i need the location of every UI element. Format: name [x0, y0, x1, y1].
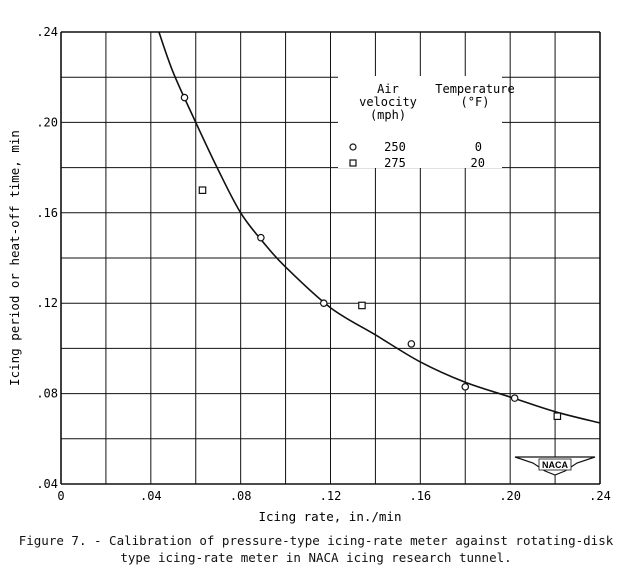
x-tick-label: .04	[140, 489, 162, 503]
naca-logo-text: NACA	[542, 460, 568, 470]
legend-circle-marker	[349, 143, 357, 151]
x-axis-label: Icing rate, in./min	[259, 509, 402, 524]
data-point-circle	[319, 299, 328, 308]
y-tick-label: .20	[36, 115, 58, 129]
grid	[60, 31, 601, 485]
y-tick-label: .16	[36, 206, 58, 220]
legend-square-marker	[349, 159, 357, 167]
legend-background	[338, 76, 502, 168]
legend-temperature-header-2: (°F)	[461, 95, 490, 109]
data-point-square	[358, 301, 366, 310]
x-tick-label: .24	[589, 489, 611, 503]
x-tick-label: .08	[230, 489, 252, 503]
data-point-circle	[461, 383, 470, 391]
legend-velocity-header-1: Air	[377, 82, 399, 96]
caption-line-2: type icing-rate meter in NACA icing rese…	[120, 550, 512, 565]
fit-curve-group	[158, 31, 601, 424]
legend-velocity-1: 250	[384, 140, 406, 154]
naca-logo: NACA	[514, 456, 596, 476]
fit-curve	[158, 31, 601, 424]
data-point-circle	[407, 340, 416, 348]
y-tick-label: .04	[36, 477, 58, 491]
data-point-circle	[257, 233, 265, 242]
caption-line-1: Figure 7. - Calibration of pressure-type…	[18, 533, 614, 548]
y-tick-label: .24	[36, 25, 58, 39]
data-point-circle	[180, 93, 189, 102]
y-axis-label: Icing period or heat-off time, min	[7, 130, 22, 386]
legend-velocity-header-2: velocity	[359, 95, 417, 109]
x-tick-label: .16	[409, 489, 431, 503]
legend-velocity-header-3: (mph)	[370, 108, 406, 122]
data-point-square	[553, 412, 562, 421]
data-point-square	[198, 186, 207, 195]
legend-temperature-1: 0	[475, 140, 482, 154]
x-tick-label: .12	[320, 489, 342, 503]
tick-labels: 0.04.08.12.16.20.24.04.08.12.16.20.24	[36, 25, 611, 503]
legend: Air velocity (mph) Temperature (°F) 250 …	[349, 82, 515, 170]
x-tick-label: .20	[499, 489, 521, 503]
data-point-circle	[510, 394, 519, 402]
legend-velocity-2: 275	[384, 156, 406, 170]
y-tick-label: .12	[36, 296, 58, 310]
data-points	[180, 93, 562, 421]
y-tick-label: .08	[36, 387, 58, 401]
x-tick-label: 0	[57, 489, 64, 503]
legend-temperature-2: 20	[471, 156, 485, 170]
legend-temperature-header-1: Temperature	[435, 82, 514, 96]
